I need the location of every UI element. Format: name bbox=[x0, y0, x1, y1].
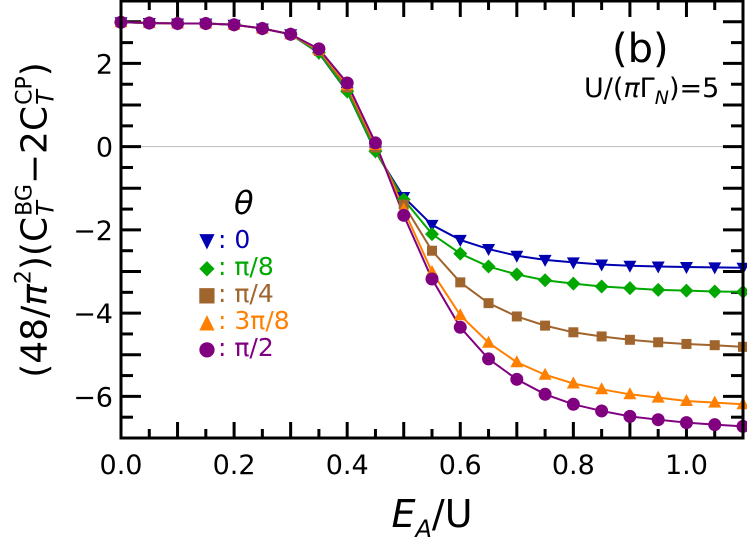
data-point bbox=[623, 387, 637, 400]
data-point bbox=[708, 262, 722, 275]
y-tick-label: −2 bbox=[73, 216, 113, 247]
data-point bbox=[482, 244, 496, 257]
data-point bbox=[566, 397, 580, 411]
data-point bbox=[397, 208, 411, 222]
data-point bbox=[453, 246, 468, 261]
x-tick-label: 0.4 bbox=[326, 450, 369, 481]
data-point bbox=[340, 76, 354, 90]
data-point bbox=[538, 254, 552, 267]
data-point bbox=[709, 340, 720, 351]
y-tick-label: −6 bbox=[73, 382, 113, 413]
x-axis-label: EA/U bbox=[391, 492, 473, 543]
data-point bbox=[595, 404, 609, 418]
legend-item: ●: π/2 bbox=[196, 333, 290, 362]
data-point bbox=[227, 18, 241, 32]
data-point bbox=[566, 276, 581, 291]
data-point bbox=[651, 390, 665, 403]
y-tick-label: 0 bbox=[96, 133, 113, 164]
data-point bbox=[455, 277, 466, 288]
legend-item: ◆: π/8 bbox=[196, 252, 290, 281]
data-point bbox=[651, 282, 666, 297]
data-point bbox=[425, 219, 439, 232]
data-point bbox=[538, 367, 552, 380]
data-point bbox=[707, 284, 722, 299]
legend-label: : π/8 bbox=[218, 252, 274, 281]
data-point bbox=[622, 281, 637, 296]
data-point bbox=[595, 382, 609, 395]
panel-label: (b) bbox=[612, 26, 669, 72]
data-point bbox=[594, 279, 609, 294]
x-tick-label: 0.0 bbox=[100, 450, 143, 481]
legend-label: : 0 bbox=[218, 225, 251, 254]
data-point bbox=[595, 259, 609, 272]
data-point bbox=[510, 250, 524, 263]
legend-label: : 3π/8 bbox=[218, 306, 290, 335]
data-point bbox=[510, 372, 524, 386]
data-point bbox=[427, 245, 437, 256]
legend-title: θ bbox=[234, 184, 254, 222]
data-point bbox=[540, 320, 551, 331]
data-point bbox=[566, 257, 580, 270]
data-point bbox=[312, 42, 326, 56]
data-point bbox=[142, 16, 156, 30]
data-point bbox=[538, 273, 553, 288]
triangle-up-marker-icon: ▲ bbox=[199, 308, 215, 333]
data-point bbox=[511, 311, 522, 322]
legend-item: ▼: 0 bbox=[196, 225, 290, 254]
legend-label: : π/2 bbox=[218, 333, 274, 362]
data-point bbox=[653, 337, 664, 348]
data-point bbox=[425, 272, 439, 286]
data-point bbox=[481, 259, 496, 274]
data-point bbox=[368, 136, 382, 150]
data-point bbox=[510, 355, 524, 368]
x-tick-label: 1.0 bbox=[665, 450, 708, 481]
data-point bbox=[679, 393, 693, 406]
data-point bbox=[538, 387, 552, 401]
data-point bbox=[284, 27, 298, 41]
data-point bbox=[453, 308, 467, 321]
diamond-marker-icon: ◆ bbox=[199, 254, 215, 279]
plot-frame bbox=[119, 0, 745, 440]
data-point bbox=[255, 21, 269, 35]
data-point bbox=[171, 16, 185, 30]
legend-item: ▲: 3π/8 bbox=[196, 306, 290, 335]
data-point bbox=[483, 298, 494, 309]
data-point bbox=[708, 418, 722, 432]
y-axis-label: (48/π2)(C BG T −2C CP T) bbox=[11, 62, 60, 378]
data-point bbox=[623, 409, 637, 423]
data-point bbox=[679, 416, 693, 430]
y-tick-label: −4 bbox=[73, 299, 113, 330]
parameter-annotation: U/(πΓN)=5 bbox=[584, 73, 720, 109]
data-point bbox=[566, 376, 580, 389]
triangle-down-marker-icon: ▼ bbox=[199, 227, 215, 252]
data-point bbox=[509, 267, 524, 282]
data-point bbox=[623, 260, 637, 273]
x-tick-label: 0.8 bbox=[552, 450, 595, 481]
data-point bbox=[425, 227, 439, 242]
data-point bbox=[679, 283, 694, 298]
data-point bbox=[708, 395, 722, 408]
data-point bbox=[651, 261, 665, 274]
data-point bbox=[679, 261, 693, 274]
data-point bbox=[482, 335, 496, 348]
data-point bbox=[681, 338, 692, 349]
data-point bbox=[199, 16, 213, 30]
square-marker-icon: ■ bbox=[197, 281, 217, 306]
data-point bbox=[624, 334, 635, 345]
x-tick-label: 0.6 bbox=[439, 450, 482, 481]
data-point bbox=[651, 413, 665, 427]
y-tick-label: 2 bbox=[96, 49, 113, 80]
data-point bbox=[568, 327, 579, 338]
data-point bbox=[482, 352, 496, 366]
data-point bbox=[453, 234, 467, 247]
data-point bbox=[453, 320, 467, 334]
legend: θ ▼: 0 ◆: π/8 ■: π/4 ▲: 3π/8 ●: π/2 bbox=[196, 184, 290, 362]
circle-marker-icon: ● bbox=[198, 335, 216, 360]
x-tick-label: 0.2 bbox=[213, 450, 256, 481]
legend-label: : π/4 bbox=[218, 279, 274, 308]
legend-item: ■: π/4 bbox=[196, 279, 290, 308]
data-point bbox=[596, 331, 607, 342]
